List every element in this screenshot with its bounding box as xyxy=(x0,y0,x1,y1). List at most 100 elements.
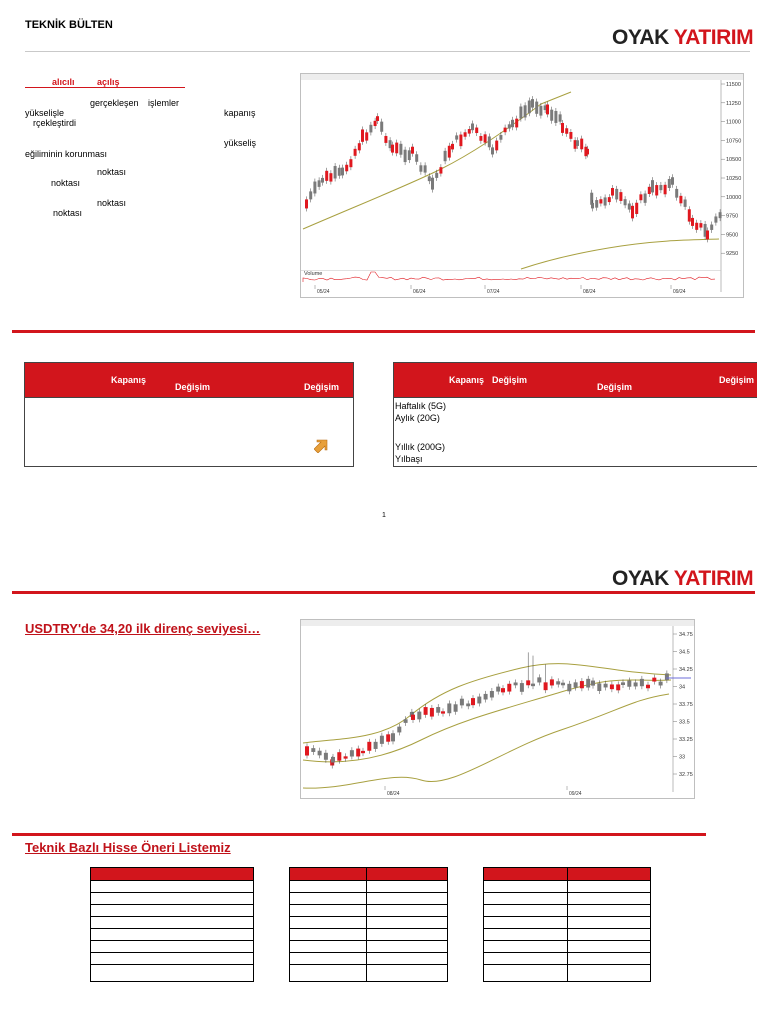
candle-body xyxy=(356,748,361,757)
candle-body xyxy=(321,177,324,183)
candle-body xyxy=(463,132,467,137)
note-underline xyxy=(25,87,185,88)
candle-body xyxy=(706,230,709,240)
row-yillik: Yıllık (200G) xyxy=(395,442,446,452)
candle-body xyxy=(311,748,316,752)
candle-body xyxy=(515,118,519,128)
candle-body xyxy=(599,199,603,204)
candle-body xyxy=(539,105,543,116)
section-divider-2 xyxy=(12,591,755,594)
table-row xyxy=(290,965,447,976)
candle-body xyxy=(710,224,714,230)
candle-body xyxy=(331,756,335,763)
section-divider-3 xyxy=(12,833,706,836)
candle-body xyxy=(550,109,554,121)
note-yukselisle: yükselişle xyxy=(25,108,65,118)
date-tick-label: 08/24 xyxy=(387,791,400,797)
candle-body xyxy=(491,147,494,155)
volume-label: Volume xyxy=(304,271,322,277)
candle-body xyxy=(603,683,608,688)
index-summary-table: Kapanış Değişim Değişim xyxy=(24,362,354,467)
candle-body xyxy=(671,177,674,185)
note-noktasi-4: noktası xyxy=(53,208,83,218)
candle-body xyxy=(475,127,479,134)
candle-body xyxy=(357,143,361,151)
candle-body xyxy=(718,212,722,219)
candle-body xyxy=(439,167,443,174)
row-aylik: Aylık (20G) xyxy=(395,413,440,423)
usdtry-title: USDTRY'de 34,20 ilk direnç seviyesi… xyxy=(25,621,261,636)
table-row xyxy=(290,917,447,929)
price-tick-label: 11500 xyxy=(726,82,741,88)
candle-body xyxy=(361,129,364,142)
row-yilbasi: Yılbaşı xyxy=(395,454,423,464)
price-tick-label: 33.5 xyxy=(679,720,690,726)
table-row xyxy=(91,881,253,893)
candle-body xyxy=(403,149,407,163)
candle-body xyxy=(436,707,441,713)
grid-header xyxy=(91,868,253,881)
candle-body xyxy=(423,165,427,173)
candle-body xyxy=(579,681,584,689)
candle-body xyxy=(519,106,523,119)
candle-body xyxy=(379,735,384,744)
oyak-yatirim-logo-2: OYAK YATIRIM xyxy=(612,567,754,590)
candle-body xyxy=(431,177,434,190)
candle-body xyxy=(337,752,342,761)
candle-body xyxy=(675,188,679,198)
note-noktasi-1: noktası xyxy=(97,167,127,177)
candle-body xyxy=(695,222,699,230)
index-summary-table-header: Kapanış Değişim Değişim xyxy=(25,363,353,398)
candle-body xyxy=(501,688,505,693)
candle-body xyxy=(699,223,703,228)
table-row xyxy=(290,953,447,965)
note-alicili: alıcılı xyxy=(52,77,75,87)
candle-body xyxy=(526,680,531,686)
table-row xyxy=(290,905,447,917)
candle-body xyxy=(513,682,518,686)
candle-body xyxy=(527,100,531,114)
candle-body xyxy=(667,178,671,188)
candle-body xyxy=(388,140,392,149)
candle-body xyxy=(584,146,588,157)
candle-body xyxy=(511,119,514,128)
moving-average-long xyxy=(520,238,720,270)
table-row xyxy=(290,881,447,893)
bulletin-title: TEKNİK BÜLTEN xyxy=(25,19,113,31)
usdtry-chart: 34.75 34.5 34.25 34 33.75 33.5 33.25 33 32.75 08/… xyxy=(300,619,695,799)
candle-body xyxy=(633,682,638,687)
usdtry-chart-svg: 34.75 34.5 34.25 34 33.75 33.5 33.25 33 32.75 08/… xyxy=(301,620,694,797)
price-tick-label: 10000 xyxy=(726,195,741,201)
candle-body xyxy=(477,696,482,704)
candle-body xyxy=(639,194,643,201)
candle-body xyxy=(558,114,562,122)
date-tick-label: 05/24 xyxy=(317,289,330,295)
note-islemler: işlemler xyxy=(148,98,180,108)
table-row xyxy=(91,941,253,953)
price-tick-label: 11000 xyxy=(726,120,741,126)
candle-body xyxy=(616,684,621,691)
candle-body xyxy=(573,140,577,149)
price-tick-label: 10750 xyxy=(726,138,741,144)
candle-body xyxy=(631,205,634,219)
candle-body xyxy=(341,167,344,176)
performance-table-header: Kapanış Değişim Değişim Değişim xyxy=(394,363,757,398)
candle-body xyxy=(361,750,365,754)
candle-body xyxy=(561,682,565,686)
candle-body xyxy=(627,203,631,210)
candle-body xyxy=(403,719,408,723)
stock-grid-1 xyxy=(90,867,254,982)
date-tick-label: 09/24 xyxy=(673,289,686,295)
candle-body xyxy=(543,105,547,111)
candle-body xyxy=(499,135,503,140)
candle-body xyxy=(507,683,512,692)
candle-body xyxy=(373,741,378,749)
candle-body xyxy=(573,682,578,688)
up-right-arrow-icon xyxy=(314,439,328,453)
candle-body xyxy=(471,698,475,706)
table-row xyxy=(91,929,253,941)
note-noktasi-2: noktası xyxy=(51,178,81,188)
date-tick-label: 08/24 xyxy=(583,289,596,295)
candle-body xyxy=(349,750,354,757)
candle-body xyxy=(459,134,463,147)
